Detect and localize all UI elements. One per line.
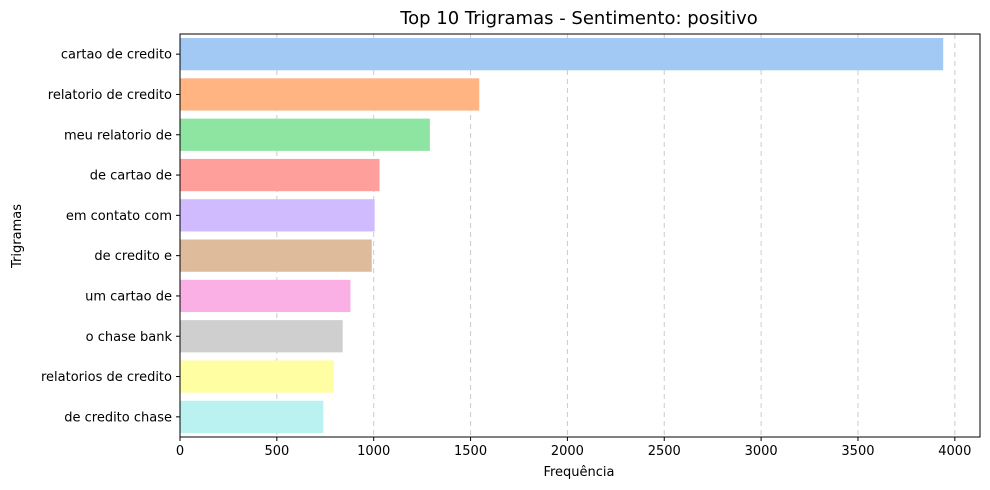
x-tick-label: 0 <box>176 444 184 459</box>
category-label: de cartao de <box>90 169 172 184</box>
bar <box>180 118 430 151</box>
bar <box>180 199 375 232</box>
y-axis-categories: cartao de credito relatorio de credito meu… <box>41 48 180 425</box>
x-tick-label: 2500 <box>648 444 681 459</box>
plot-border <box>179 33 981 438</box>
category-label: meu relatorio de <box>64 128 172 143</box>
category-label: cartao de credito <box>61 48 172 63</box>
bar <box>180 78 480 111</box>
bar <box>180 400 324 433</box>
category-label: relatorios de credito <box>41 370 172 385</box>
bar <box>180 360 334 393</box>
x-tick-label: 3500 <box>841 444 874 459</box>
x-tick-label: 1500 <box>454 444 487 459</box>
x-axis-ticks: 0 500 1000 1500 2000 2500 3000 3500 4000 <box>176 437 971 459</box>
bar <box>180 320 343 353</box>
category-label: de credito e <box>94 249 172 264</box>
plot-frame <box>179 33 981 438</box>
bar <box>180 279 351 313</box>
x-tick-label: 4000 <box>938 444 971 459</box>
x-tick-label: 2000 <box>551 444 584 459</box>
x-tick-label: 1000 <box>357 444 390 459</box>
bar <box>180 38 944 71</box>
category-label: em contato com <box>66 209 172 224</box>
x-tick-label: 3000 <box>745 444 778 459</box>
chart-title: Top 10 Trigramas - Sentimento: positivo <box>399 8 758 29</box>
x-axis-title: Frequência <box>543 465 614 480</box>
bar <box>180 158 380 192</box>
category-label: de credito chase <box>64 410 172 425</box>
bar <box>180 239 372 272</box>
category-label: relatorio de credito <box>48 88 172 103</box>
bars <box>180 38 944 433</box>
x-tick-label: 500 <box>264 444 289 459</box>
y-axis-title: Trigramas <box>10 204 25 269</box>
category-label: o chase bank <box>86 330 173 345</box>
category-label: um cartao de <box>85 289 172 304</box>
